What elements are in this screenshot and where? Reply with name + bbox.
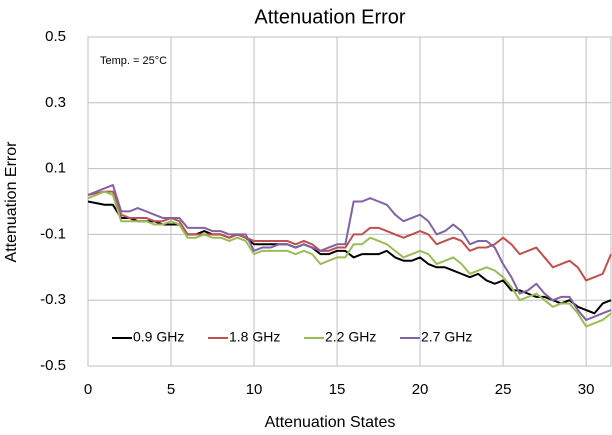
plot-border <box>87 36 612 367</box>
x-tick-label: 30 <box>578 381 595 398</box>
x-tick-label: 0 <box>84 381 92 398</box>
legend-label: 2.2 GHz <box>325 329 376 345</box>
x-tick-label: 20 <box>412 381 429 398</box>
x-tick-label: 15 <box>329 381 346 398</box>
annotation: Temp. = 25°C <box>100 55 167 67</box>
y-tick-label: 0.1 <box>45 160 66 177</box>
y-tick-label: 0.3 <box>45 94 66 111</box>
x-tick-label: 10 <box>246 381 263 398</box>
legend-label: 2.7 GHz <box>421 329 472 345</box>
x-tick-label: 25 <box>495 381 512 398</box>
series-line <box>87 184 612 321</box>
legend-label: 0.9 GHz <box>133 329 184 345</box>
chart-title: Attenuation Error <box>254 6 406 28</box>
legend-label: 1.8 GHz <box>229 329 280 345</box>
x-axis-label: Attenuation States <box>265 414 396 431</box>
y-axis-label: Attenuation Error <box>3 141 20 263</box>
y-tick-label: 0.5 <box>45 28 66 45</box>
y-tick-label: -0.3 <box>40 291 66 308</box>
series-line <box>87 190 612 328</box>
y-tick-label: -0.1 <box>40 225 66 242</box>
series-line <box>87 190 612 282</box>
y-tick-label: -0.5 <box>40 357 66 374</box>
x-tick-label: 5 <box>167 381 175 398</box>
